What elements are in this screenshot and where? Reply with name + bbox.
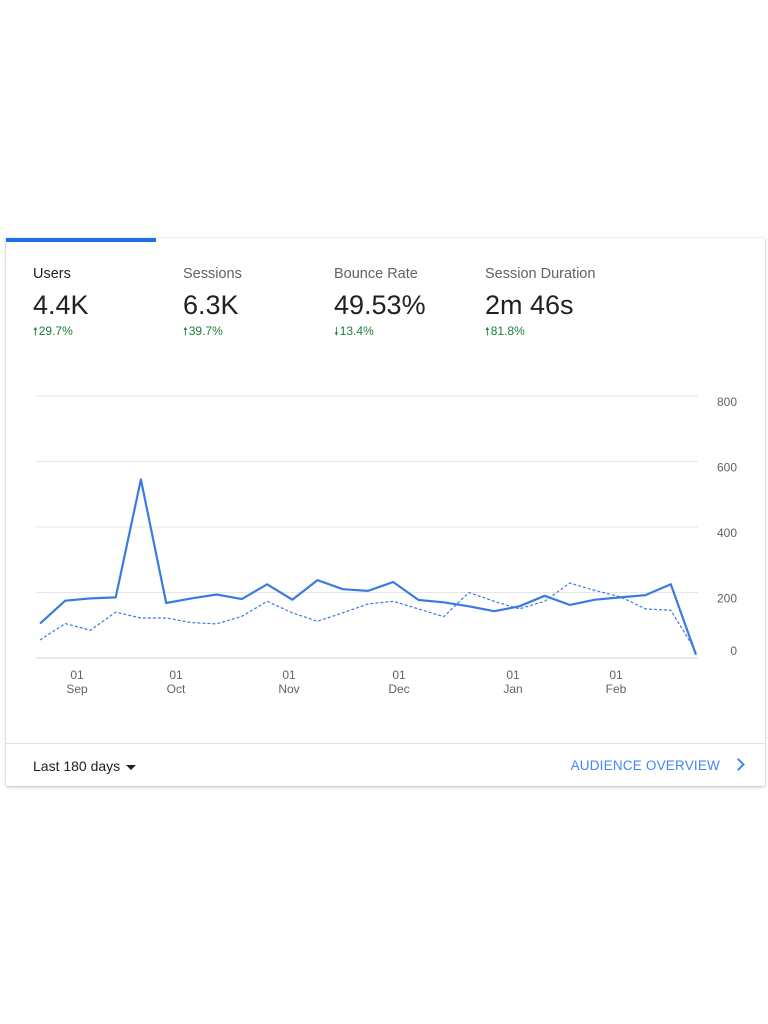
x-tick-day: 01: [506, 668, 520, 682]
metric-tab-session-duration[interactable]: Session Duration 2m 46s 🠕81.8%: [485, 264, 635, 339]
audience-card: Users 4.4K 🠕29.7% Sessions 6.3K 🠕39.7% B…: [6, 238, 765, 786]
arrow-down-icon: 🠗: [334, 326, 339, 338]
card-footer: Last 180 days AUDIENCE OVERVIEW: [6, 743, 765, 787]
metric-label: Session Duration: [485, 266, 596, 282]
arrow-up-icon: 🠕: [485, 326, 490, 338]
audience-overview-link[interactable]: AUDIENCE OVERVIEW: [570, 758, 745, 773]
x-tick-month: Feb: [606, 682, 627, 696]
x-tick-month: Oct: [167, 682, 186, 696]
y-tick-label: 0: [730, 644, 737, 658]
arrow-up-icon: 🠕: [33, 326, 38, 338]
y-tick-label: 800: [717, 395, 737, 409]
audience-overview-label: AUDIENCE OVERVIEW: [570, 758, 720, 773]
caret-down-icon: [126, 764, 137, 770]
date-range-label: Last 180 days: [33, 758, 121, 774]
x-tick-month: Nov: [278, 682, 299, 696]
previous-period-series-line: [39, 582, 697, 652]
metric-label: Bounce Rate: [334, 266, 418, 282]
x-tick-day: 01: [169, 668, 183, 682]
metric-label: Users: [33, 266, 71, 282]
metric-tab-sessions[interactable]: Sessions 6.3K 🠕39.7%: [183, 264, 333, 339]
metric-delta: 🠕81.8%: [485, 324, 635, 339]
metric-label: Sessions: [183, 266, 242, 282]
metric-delta: 🠕39.7%: [183, 324, 333, 339]
metric-delta: 🠕29.7%: [33, 324, 183, 339]
date-range-dropdown[interactable]: Last 180 days: [33, 758, 137, 774]
x-tick-month: Jan: [503, 682, 522, 696]
metric-tab-bounce-rate[interactable]: Bounce Rate 49.53% 🠗13.4%: [334, 264, 484, 339]
x-tick-month: Dec: [388, 682, 409, 696]
y-tick-label: 400: [717, 526, 737, 540]
active-tab-indicator: [6, 238, 156, 242]
metric-delta: 🠗13.4%: [334, 324, 484, 339]
x-tick-day: 01: [609, 668, 623, 682]
delta-value: 29.7%: [38, 324, 73, 338]
metric-value: 4.4K: [33, 290, 89, 320]
x-tick-month: Sep: [66, 682, 88, 696]
metric-value: 2m 46s: [485, 290, 574, 320]
chevron-right-icon: [732, 758, 745, 771]
metric-value: 49.53%: [334, 290, 426, 320]
y-tick-label: 200: [717, 592, 737, 606]
x-tick-day: 01: [70, 668, 84, 682]
x-tick-day: 01: [282, 668, 296, 682]
users-line-chart: 800600400200001Sep01Oct01Nov01Dec01Jan01…: [36, 395, 737, 696]
y-tick-label: 600: [717, 461, 737, 475]
current-period-series-line: [39, 478, 698, 656]
x-tick-day: 01: [392, 668, 406, 682]
metric-value: 6.3K: [183, 290, 239, 320]
delta-value: 81.8%: [490, 324, 525, 338]
metric-tab-users[interactable]: Users 4.4K 🠕29.7%: [33, 264, 183, 339]
delta-value: 13.4%: [339, 324, 374, 338]
delta-value: 39.7%: [188, 324, 223, 338]
arrow-up-icon: 🠕: [183, 326, 188, 338]
